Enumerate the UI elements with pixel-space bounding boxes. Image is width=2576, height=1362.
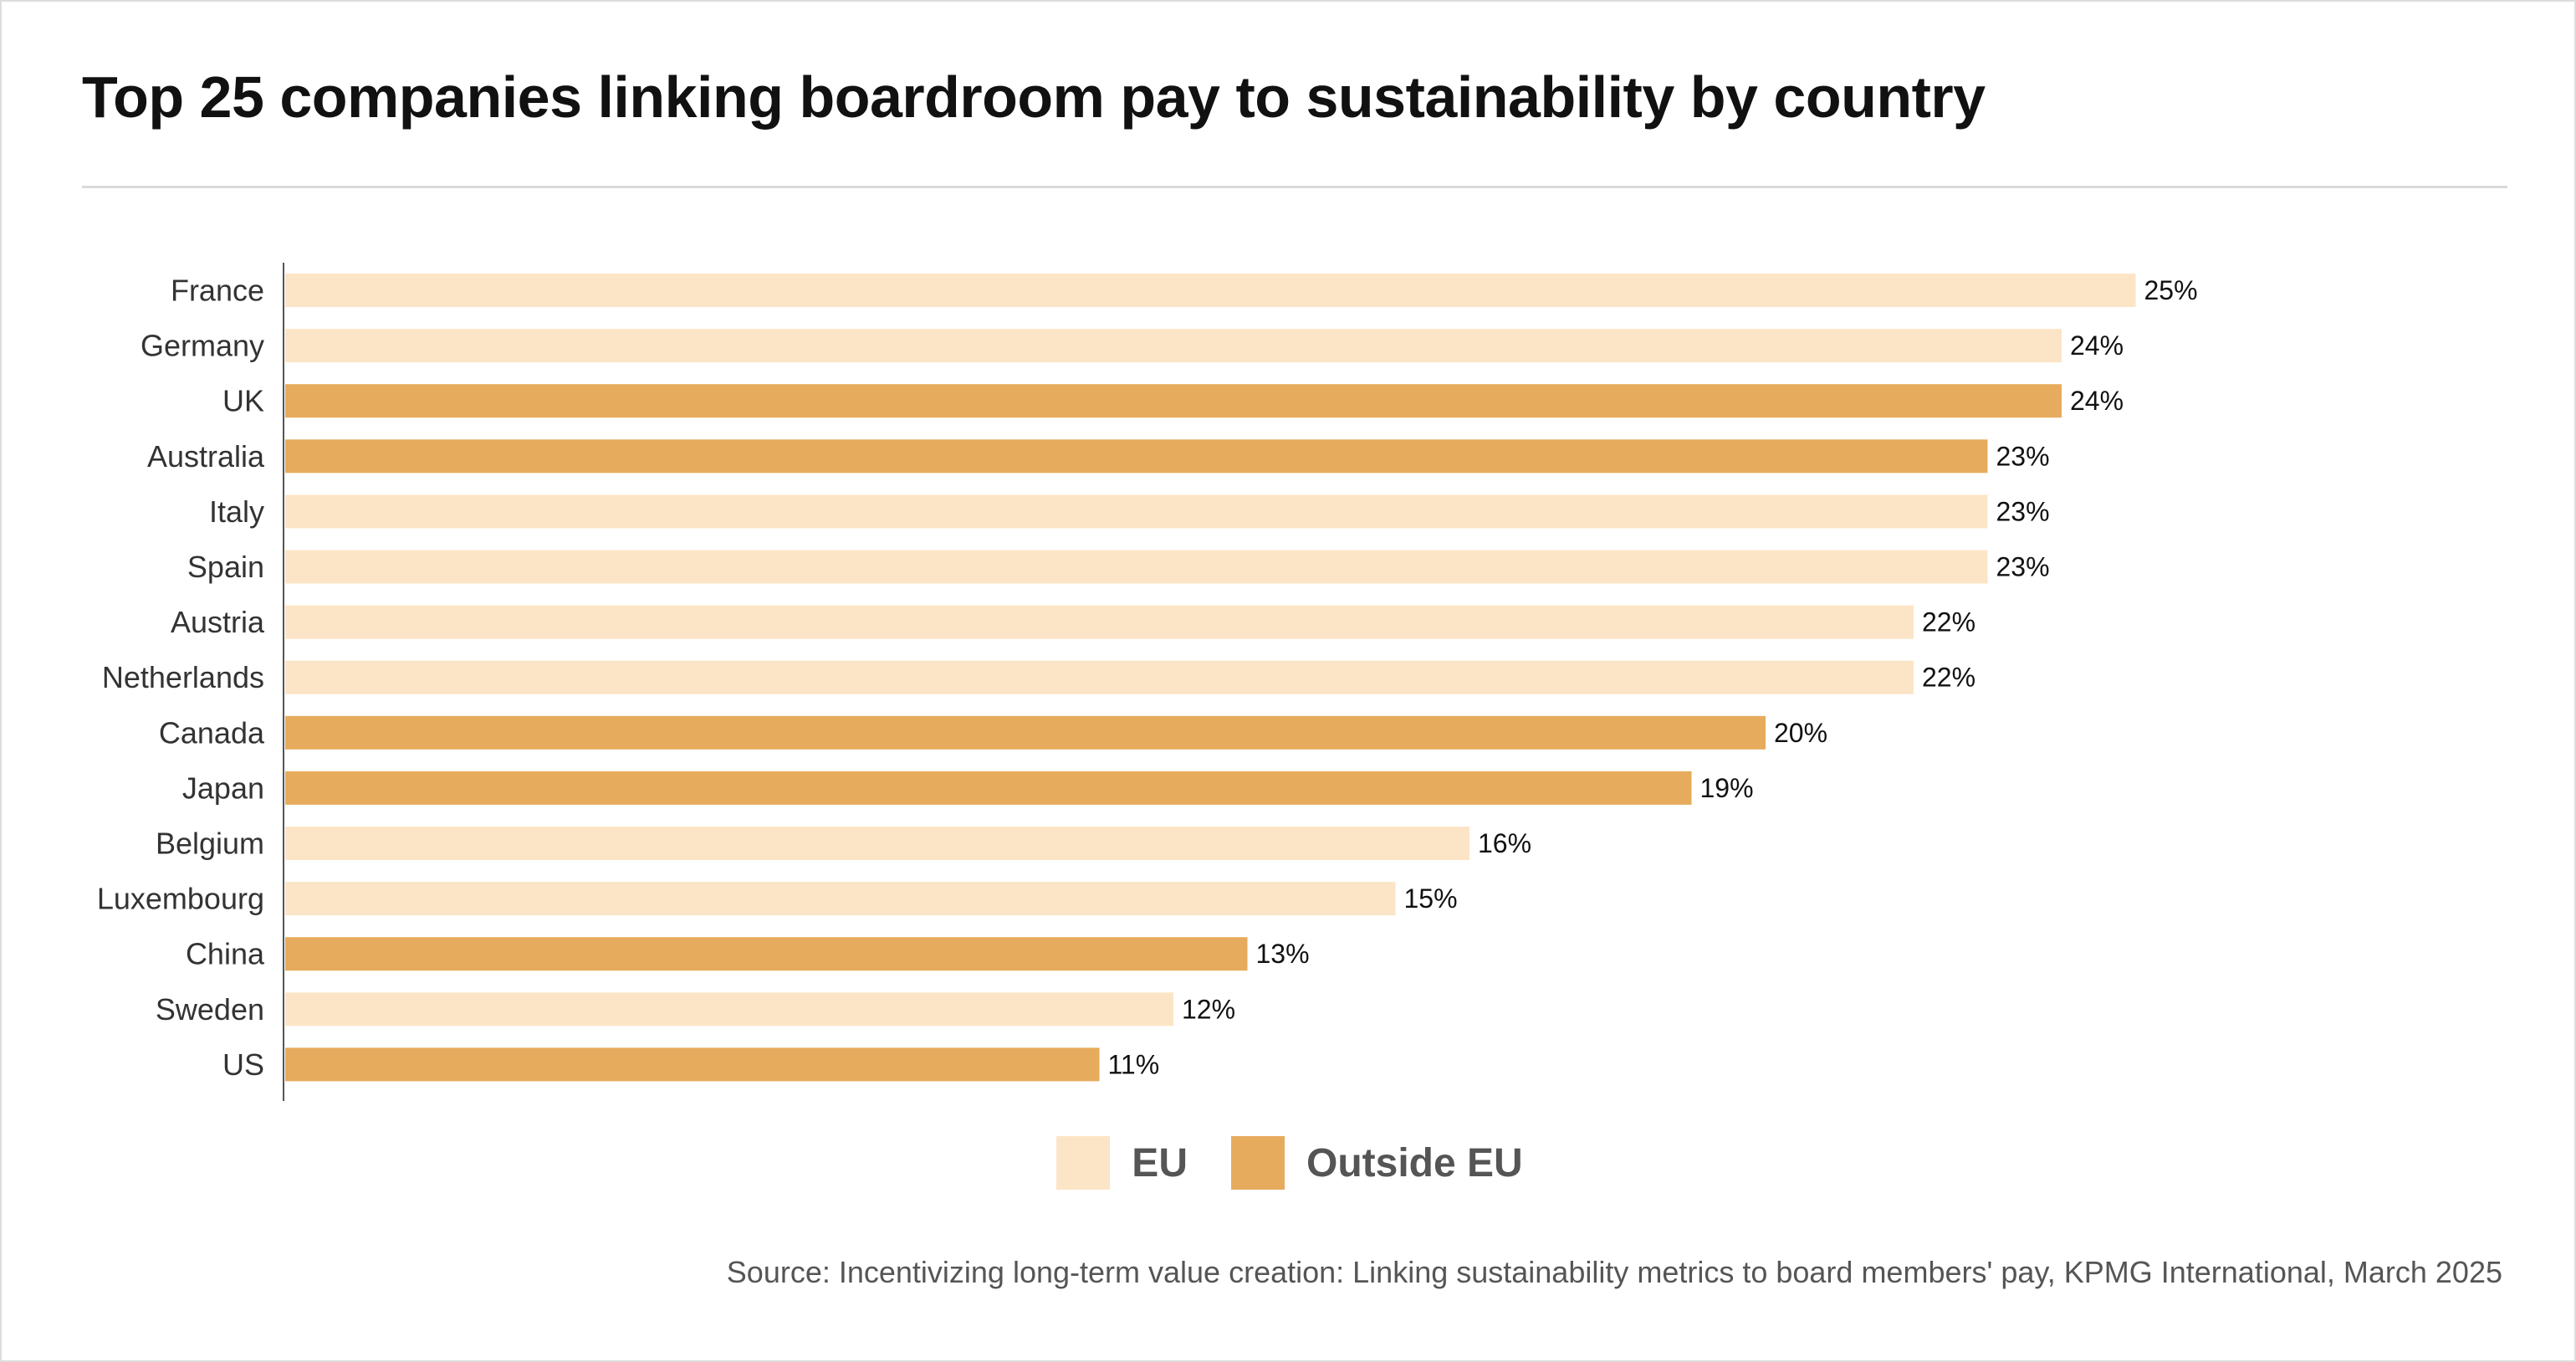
legend-item-eu: EU bbox=[1056, 1136, 1188, 1190]
chart-title: Top 25 companies linking boardroom pay t… bbox=[82, 64, 1986, 130]
category-label-luxembourg: Luxembourg bbox=[97, 882, 264, 916]
bar-spain bbox=[285, 550, 1988, 584]
category-label-spain: Spain bbox=[187, 550, 264, 584]
legend-swatch-outside-eu bbox=[1230, 1136, 1285, 1190]
bars-layer: France 25% Germany 24% UK 24% Australia 23% Ital… bbox=[97, 274, 2198, 1082]
category-label-china: China bbox=[186, 937, 265, 971]
value-label-spain: 23% bbox=[1996, 552, 2050, 582]
category-label-japan: Japan bbox=[182, 771, 264, 805]
bar-uk bbox=[285, 384, 2062, 418]
category-label-australia: Australia bbox=[147, 439, 265, 474]
legend: EU Outside EU bbox=[2, 1136, 2576, 1190]
value-label-france: 25% bbox=[2144, 275, 2198, 305]
category-label-netherlands: Netherlands bbox=[102, 660, 264, 694]
bar-us bbox=[285, 1047, 1100, 1082]
category-label-belgium: Belgium bbox=[156, 827, 264, 861]
category-label-us: US bbox=[222, 1047, 264, 1082]
bar-sweden bbox=[285, 992, 1173, 1027]
bar-austria bbox=[285, 605, 1914, 639]
value-label-us: 11% bbox=[1108, 1049, 1160, 1079]
bar-france bbox=[285, 274, 2136, 307]
bar-netherlands bbox=[285, 660, 1914, 694]
bar-china bbox=[285, 937, 1248, 971]
bar-luxembourg bbox=[285, 882, 1396, 916]
category-label-uk: UK bbox=[222, 384, 264, 418]
legend-label-eu: EU bbox=[1132, 1140, 1188, 1185]
value-label-germany: 24% bbox=[2070, 330, 2124, 361]
bar-japan bbox=[285, 771, 1692, 805]
legend-item-outside-eu: Outside EU bbox=[1230, 1136, 1523, 1190]
bar-italy bbox=[285, 494, 1988, 529]
value-label-sweden: 12% bbox=[1182, 994, 1235, 1024]
value-label-australia: 23% bbox=[1996, 441, 2050, 471]
category-label-france: France bbox=[171, 274, 264, 308]
category-label-germany: Germany bbox=[141, 329, 264, 363]
value-label-luxembourg: 15% bbox=[1404, 883, 1458, 914]
legend-label-outside-eu: Outside EU bbox=[1306, 1140, 1523, 1185]
value-label-netherlands: 22% bbox=[1922, 663, 1975, 693]
value-label-china: 13% bbox=[1256, 939, 1310, 969]
bar-belgium bbox=[285, 827, 1469, 860]
value-label-uk: 24% bbox=[2070, 386, 2124, 416]
bar-chart: France 25% Germany 24% UK 24% Australia 23% Ital… bbox=[97, 263, 2198, 1101]
value-label-belgium: 16% bbox=[1478, 828, 1531, 858]
legend-swatch-eu bbox=[1056, 1136, 1111, 1190]
category-label-sweden: Sweden bbox=[156, 992, 264, 1027]
value-label-italy: 23% bbox=[1996, 496, 2050, 526]
value-label-japan: 19% bbox=[1700, 773, 1754, 803]
value-label-austria: 22% bbox=[1922, 607, 1975, 637]
bar-germany bbox=[285, 329, 2062, 363]
value-label-canada: 20% bbox=[1774, 718, 1827, 748]
source-note: Source: Incentivizing long-term value cr… bbox=[726, 1255, 2502, 1289]
bar-australia bbox=[285, 439, 1988, 474]
category-label-austria: Austria bbox=[171, 605, 265, 639]
category-label-italy: Italy bbox=[209, 494, 264, 529]
bar-canada bbox=[285, 715, 1766, 750]
category-label-canada: Canada bbox=[159, 715, 265, 750]
title-divider bbox=[82, 186, 2507, 188]
